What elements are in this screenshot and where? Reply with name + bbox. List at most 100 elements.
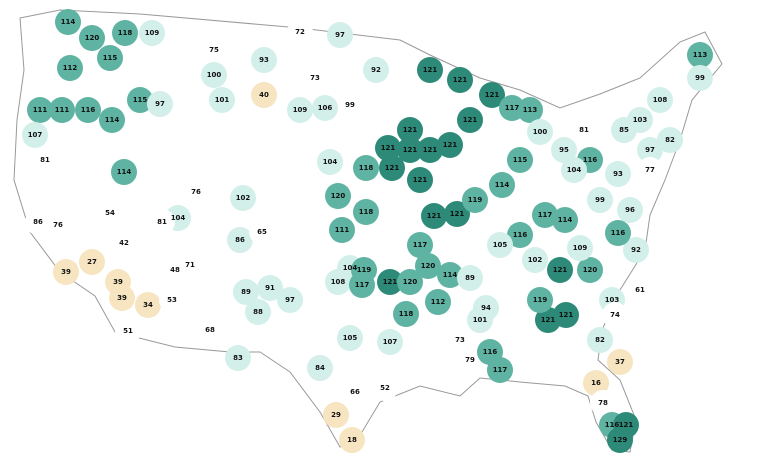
- county-label: 76: [53, 221, 63, 229]
- county-label: 121: [553, 266, 568, 274]
- county-label: 107: [383, 338, 398, 346]
- county-label: 121: [450, 210, 465, 218]
- county-patch: [522, 247, 548, 273]
- county-label: 121: [385, 164, 400, 172]
- county-patch: [353, 155, 379, 181]
- county-label: 29: [331, 411, 341, 419]
- county-label: 121: [453, 76, 468, 84]
- county-label: 86: [33, 218, 43, 226]
- county-patch: [111, 159, 137, 185]
- county-patch: [115, 318, 141, 344]
- county-patch: [417, 57, 443, 83]
- county-label: 102: [236, 194, 251, 202]
- county-patch: [421, 203, 447, 229]
- county-patch: [323, 402, 349, 428]
- county-patch: [377, 329, 403, 355]
- county-patch: [527, 287, 553, 313]
- county-label: 40: [259, 91, 269, 99]
- county-label: 85: [619, 126, 629, 134]
- county-patch: [425, 289, 451, 315]
- county-patch: [437, 132, 463, 158]
- county-patch: [377, 269, 403, 295]
- county-patch: [687, 42, 713, 68]
- county-patch: [487, 232, 513, 258]
- county-label: 96: [625, 206, 635, 214]
- county-label: 120: [403, 278, 418, 286]
- county-patch: [507, 222, 533, 248]
- county-label: 105: [493, 241, 508, 249]
- county-label: 81: [157, 218, 167, 226]
- county-label: 121: [619, 421, 634, 429]
- county-label: 72: [295, 28, 305, 36]
- county-label: 121: [403, 126, 418, 134]
- county-patch: [57, 55, 83, 81]
- county-patch: [372, 375, 398, 401]
- county-patch: [487, 357, 513, 383]
- county-label: 93: [259, 56, 269, 64]
- county-label: 104: [323, 158, 338, 166]
- county-patch: [27, 97, 53, 123]
- county-label: 116: [605, 421, 620, 429]
- county-patch: [353, 199, 379, 225]
- county-label: 16: [591, 379, 601, 387]
- county-label: 120: [85, 34, 100, 42]
- county-label: 94: [481, 304, 491, 312]
- county-label: 97: [155, 100, 165, 108]
- county-patch: [79, 249, 105, 275]
- county-patch: [302, 65, 328, 91]
- county-patch: [444, 201, 470, 227]
- county-patch: [437, 262, 463, 288]
- county-label: 118: [359, 164, 374, 172]
- county-patch: [397, 117, 423, 143]
- county-patch: [583, 370, 609, 396]
- county-patch: [201, 62, 227, 88]
- county-patch: [473, 295, 499, 321]
- county-patch: [79, 25, 105, 51]
- county-label: 115: [133, 96, 148, 104]
- county-patch: [407, 167, 433, 193]
- county-label: 89: [465, 274, 475, 282]
- county-label: 81: [579, 126, 589, 134]
- county-patch: [447, 327, 473, 353]
- county-label: 99: [345, 101, 355, 109]
- county-label: 53: [167, 296, 177, 304]
- county-patch: [45, 212, 71, 238]
- county-patch: [257, 275, 283, 301]
- county-label: 92: [631, 246, 641, 254]
- county-label: 121: [443, 141, 458, 149]
- county-label: 117: [413, 241, 428, 249]
- county-patch: [527, 119, 553, 145]
- county-label: 34: [143, 301, 153, 309]
- county-label: 73: [455, 336, 465, 344]
- county-label: 97: [285, 296, 295, 304]
- county-patch: [287, 19, 313, 45]
- county-patch: [637, 157, 663, 183]
- county-label: 101: [215, 96, 230, 104]
- county-patches: [22, 9, 713, 453]
- county-label: 119: [533, 296, 548, 304]
- county-label: 111: [55, 106, 70, 114]
- county-patch: [111, 230, 137, 256]
- county-label: 66: [350, 388, 360, 396]
- county-label: 116: [611, 229, 626, 237]
- county-patch: [307, 355, 333, 381]
- county-patch: [159, 287, 185, 313]
- county-patch: [209, 87, 235, 113]
- county-label: 120: [331, 192, 346, 200]
- county-patch: [99, 107, 125, 133]
- county-label: 112: [63, 64, 78, 72]
- county-patch: [479, 82, 505, 108]
- county-label: 65: [257, 228, 267, 236]
- county-patch: [457, 347, 483, 373]
- county-label: 71: [185, 261, 195, 269]
- county-patch: [587, 187, 613, 213]
- county-label: 111: [33, 106, 48, 114]
- county-label: 121: [383, 278, 398, 286]
- county-label: 121: [403, 146, 418, 154]
- county-patch: [590, 390, 616, 416]
- county-label: 73: [310, 74, 320, 82]
- county-label: 116: [583, 156, 598, 164]
- county-label: 92: [371, 66, 381, 74]
- county-patch: [552, 207, 578, 233]
